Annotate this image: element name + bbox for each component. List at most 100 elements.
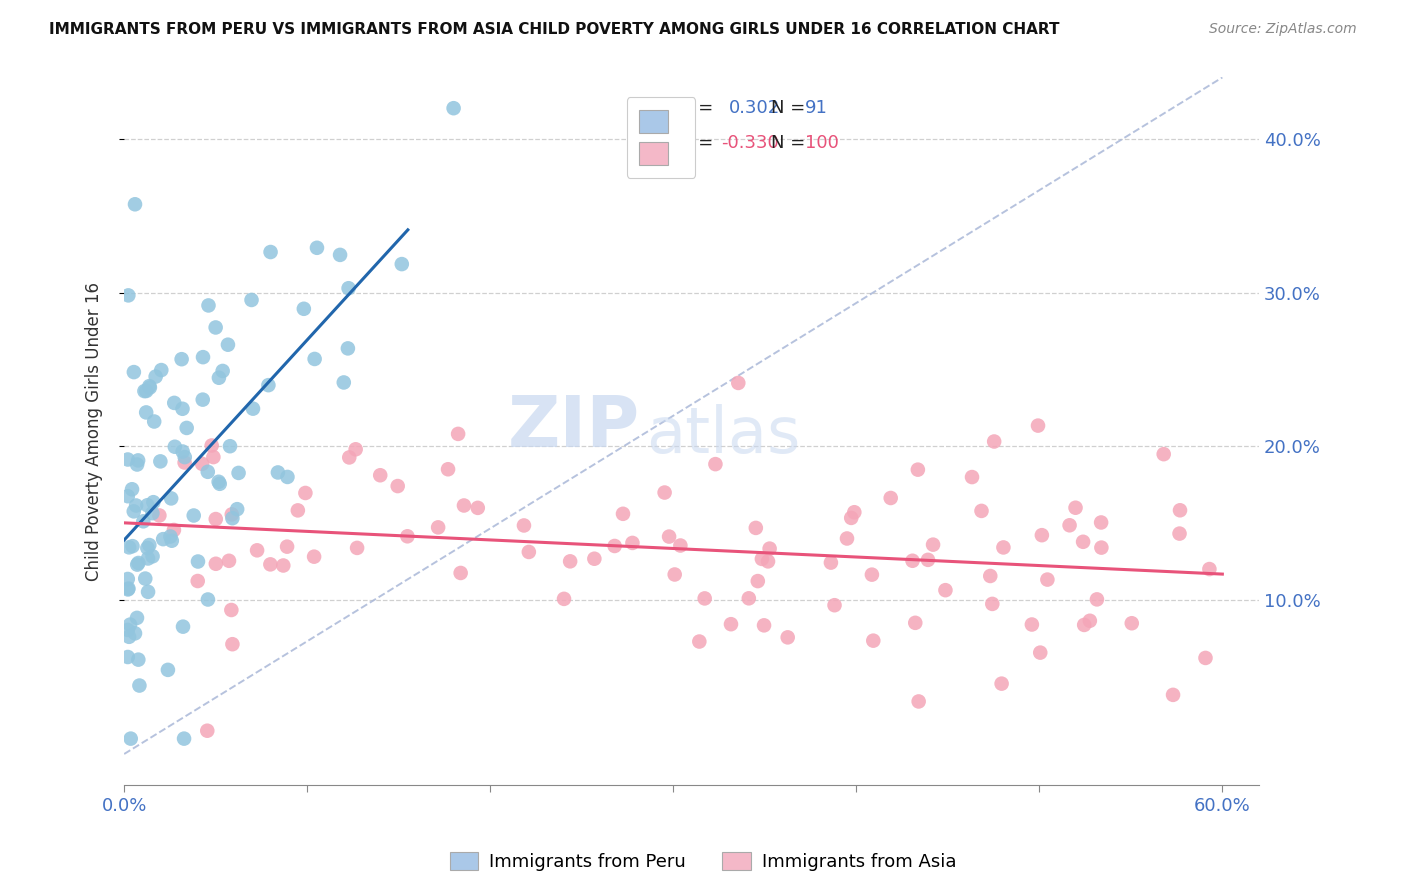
Point <box>981 597 1004 611</box>
Point <box>117 582 139 596</box>
Point <box>1090 516 1112 530</box>
Point <box>1194 651 1216 665</box>
Point <box>136 498 159 512</box>
Point <box>221 603 243 617</box>
Point <box>117 489 139 503</box>
Point <box>1021 617 1043 632</box>
Point <box>1168 503 1191 517</box>
Point <box>208 476 231 491</box>
Point <box>1036 573 1059 587</box>
Point <box>145 369 167 384</box>
Point <box>211 364 233 378</box>
Point <box>305 241 328 255</box>
Text: N =: N = <box>770 134 806 152</box>
Point <box>344 442 367 457</box>
Point <box>583 551 606 566</box>
Text: R =: R = <box>681 134 713 152</box>
Point <box>276 470 298 484</box>
Point <box>727 376 749 390</box>
Point <box>621 536 644 550</box>
Point <box>553 591 575 606</box>
Point <box>839 511 862 525</box>
Point <box>1073 618 1095 632</box>
Point <box>259 245 281 260</box>
Point <box>148 508 170 523</box>
Point <box>120 731 142 746</box>
Text: atlas: atlas <box>647 404 800 466</box>
Point <box>287 503 309 517</box>
Point <box>1026 418 1049 433</box>
Point <box>127 653 149 667</box>
Point <box>658 530 681 544</box>
Point <box>1161 688 1184 702</box>
Point <box>121 539 143 553</box>
Point <box>758 541 780 556</box>
Point <box>993 541 1015 555</box>
Point <box>745 521 768 535</box>
Point <box>983 434 1005 449</box>
Point <box>118 630 141 644</box>
Point <box>134 384 156 398</box>
Point <box>276 540 298 554</box>
Point <box>221 637 243 651</box>
Point <box>142 549 165 564</box>
Point <box>202 450 225 464</box>
Point <box>117 572 139 586</box>
Point <box>117 623 139 637</box>
Point <box>125 611 148 625</box>
Point <box>257 378 280 392</box>
Point <box>862 633 884 648</box>
Point <box>142 495 165 509</box>
Point <box>121 482 143 496</box>
Point <box>197 592 219 607</box>
Point <box>156 663 179 677</box>
Point <box>960 470 983 484</box>
Point <box>217 337 239 351</box>
Point <box>302 549 325 564</box>
Point <box>922 538 945 552</box>
Point <box>204 512 226 526</box>
Point <box>139 380 162 394</box>
Point <box>337 450 360 465</box>
Point <box>820 556 842 570</box>
Point <box>226 502 249 516</box>
Point <box>152 532 174 546</box>
Point <box>138 538 160 552</box>
Point <box>979 569 1001 583</box>
Point <box>1071 534 1094 549</box>
Point <box>688 634 710 648</box>
Point <box>1085 592 1108 607</box>
Point <box>901 554 924 568</box>
Point <box>467 500 489 515</box>
Text: N =: N = <box>770 99 806 117</box>
Point <box>880 491 903 505</box>
Point <box>752 618 775 632</box>
Text: 91: 91 <box>806 99 828 117</box>
Point <box>917 553 939 567</box>
Point <box>453 499 475 513</box>
Point <box>751 552 773 566</box>
Point <box>292 301 315 316</box>
Text: R =: R = <box>681 99 713 117</box>
Point <box>187 554 209 568</box>
Point <box>173 450 195 464</box>
Point <box>149 454 172 468</box>
Point <box>1090 541 1112 555</box>
Point <box>187 574 209 588</box>
Text: IMMIGRANTS FROM PERU VS IMMIGRANTS FROM ASIA CHILD POVERTY AMONG GIRLS UNDER 16 : IMMIGRANTS FROM PERU VS IMMIGRANTS FROM … <box>49 22 1060 37</box>
Point <box>191 350 214 364</box>
Point <box>127 558 149 572</box>
Text: -0.330: -0.330 <box>721 134 779 152</box>
Point <box>160 533 183 548</box>
Point <box>208 475 231 489</box>
Point <box>120 617 142 632</box>
Legend: Immigrants from Peru, Immigrants from Asia: Immigrants from Peru, Immigrants from As… <box>443 845 963 879</box>
Point <box>122 365 145 379</box>
Point <box>221 511 243 525</box>
Point <box>176 421 198 435</box>
Point <box>560 554 582 568</box>
Legend: , : , <box>627 97 696 178</box>
Point <box>1153 447 1175 461</box>
Point <box>127 458 149 472</box>
Point <box>776 631 799 645</box>
